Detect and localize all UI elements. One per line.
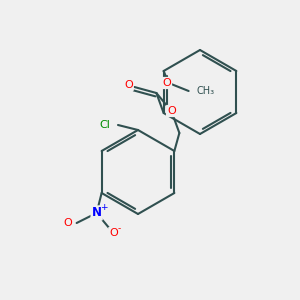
Text: O: O (167, 106, 176, 116)
Text: O: O (162, 78, 171, 88)
Text: CH₃: CH₃ (196, 86, 215, 96)
Text: O: O (63, 218, 72, 228)
Text: +: + (100, 203, 107, 212)
Text: Cl: Cl (99, 120, 110, 130)
Text: O: O (109, 228, 118, 238)
Text: O: O (124, 80, 133, 90)
Text: -: - (118, 224, 121, 233)
Text: N: N (92, 206, 102, 220)
